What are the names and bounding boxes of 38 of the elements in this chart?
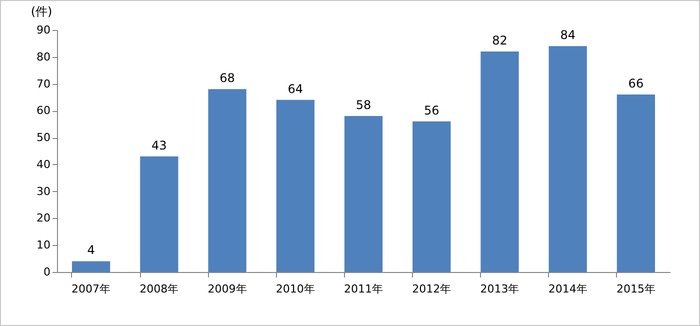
y-tick-label: 0: [44, 266, 50, 278]
x-tick-label: 2015年: [616, 282, 656, 296]
data-label: 84: [560, 28, 576, 42]
x-tick-label: 2011年: [344, 282, 383, 296]
y-tick-label: 80: [36, 50, 50, 64]
y-tick-label: 60: [36, 104, 50, 118]
y-tick-label: 50: [36, 131, 50, 144]
bar: [72, 261, 110, 272]
x-tick-label: 2009年: [208, 282, 247, 296]
data-label: 68: [220, 71, 235, 86]
data-label: 66: [628, 76, 644, 91]
bar: [616, 94, 656, 272]
data-label: 58: [356, 98, 372, 112]
x-tick-label: 2007年: [72, 282, 111, 296]
x-tick-label: 2012年: [412, 282, 452, 296]
bar: [140, 156, 178, 272]
data-label: 43: [152, 138, 167, 152]
data-label: 4: [87, 243, 95, 258]
y-tick-label: 90: [36, 24, 50, 36]
x-tick-label: 2014年: [548, 282, 588, 296]
y-tick-label: 10: [36, 238, 50, 252]
data-label: 64: [288, 82, 304, 96]
bar: [344, 116, 383, 272]
x-tick-label: 2008年: [140, 282, 179, 296]
bar: [276, 100, 314, 272]
y-tick-label: 30: [36, 184, 50, 198]
bar: [480, 52, 519, 272]
data-label: 56: [424, 103, 440, 118]
y-tick-label: 20: [36, 212, 50, 225]
x-tick-label: 2010年: [276, 282, 315, 296]
y-axis-title: (件): [30, 4, 52, 18]
x-tick-label: 2013年: [480, 282, 520, 296]
bar: [412, 121, 451, 272]
y-tick-label: 70: [36, 77, 50, 90]
bar: [548, 46, 587, 272]
data-label: 82: [492, 34, 508, 48]
bar: [208, 89, 246, 272]
y-tick-label: 40: [36, 158, 50, 171]
